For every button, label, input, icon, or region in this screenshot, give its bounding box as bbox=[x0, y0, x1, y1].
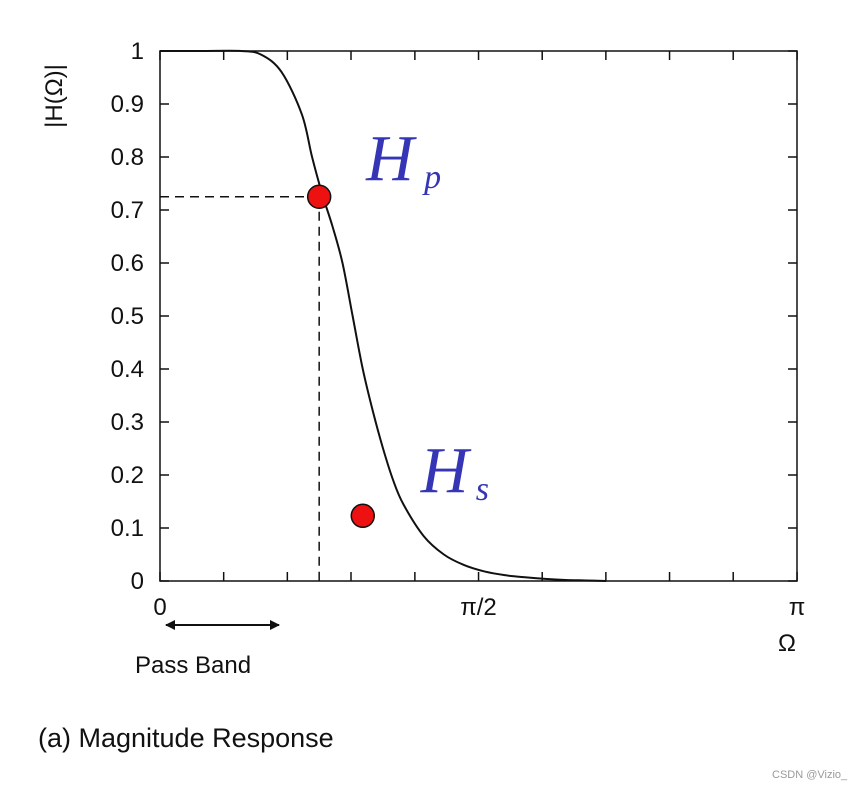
y-tick-label: 0.3 bbox=[111, 409, 144, 436]
label-main-p: H bbox=[365, 122, 417, 195]
curve-layer bbox=[160, 49, 607, 582]
x-tick-label: π/2 bbox=[460, 594, 497, 621]
y-tick-label: 0.5 bbox=[111, 303, 144, 330]
watermark: CSDN @Vizio_ bbox=[772, 769, 848, 781]
label-sub-s: s bbox=[476, 471, 489, 508]
marker-p bbox=[306, 184, 332, 209]
pass-band-label: Pass Band bbox=[135, 652, 251, 679]
y-tick-label: 0.2 bbox=[111, 462, 144, 489]
y-tick-label: 0 bbox=[131, 568, 144, 595]
y-tick-label: 0.4 bbox=[111, 356, 144, 383]
label-main-s: H bbox=[420, 434, 472, 507]
y-tick-label: 1 bbox=[131, 38, 144, 65]
x-axis-title: Ω bbox=[778, 630, 796, 657]
magnitude-curve bbox=[160, 49, 607, 582]
y-tick-label: 0.9 bbox=[111, 91, 144, 118]
x-tick-label: π bbox=[789, 594, 806, 621]
reference-lines bbox=[160, 196, 320, 581]
ticks-layer: 0 0.1 0.2 0.3 0.4 0.5 0.6 0.7 0.8 0.9 1 0 π/2 π bbox=[111, 38, 806, 621]
figure-caption: (a) Magnitude Response bbox=[38, 723, 334, 753]
y-tick-label: 0.8 bbox=[111, 144, 144, 171]
y-axis-title: |H(Ω)| bbox=[41, 64, 68, 128]
y-tick-label: 0.1 bbox=[111, 515, 144, 542]
y-tick-label: 0.7 bbox=[111, 197, 144, 224]
x-tick-label: 0 bbox=[153, 594, 166, 621]
label-sub-p: p bbox=[422, 159, 441, 196]
y-tick-label: 0.6 bbox=[111, 250, 144, 277]
marker-s bbox=[350, 503, 376, 529]
